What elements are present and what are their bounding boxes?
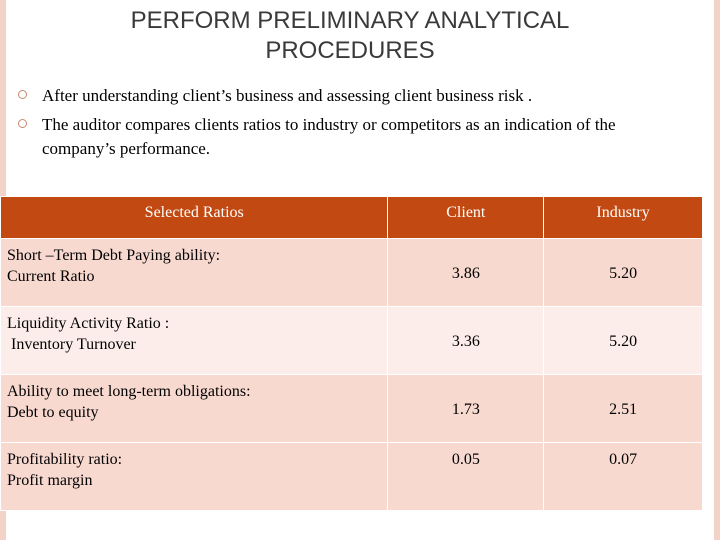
bullet-item: After understanding client’s business an… [14, 84, 654, 108]
ratio-category: Ability to meet long-term obligations: [7, 383, 251, 400]
ratio-name: Inventory Turnover [7, 336, 136, 353]
ratio-category: Liquidity Activity Ratio : [7, 315, 170, 332]
ratio-category: Profitability ratio: [7, 451, 123, 468]
slide-title: PERFORM PRELIMINARY ANALYTICAL PROCEDURE… [130, 7, 570, 64]
industry-value: 5.20 [543, 238, 703, 307]
bullet-text: The auditor compares clients ratios to i… [42, 115, 616, 158]
client-value: 1.73 [387, 374, 545, 443]
table-header-row: Selected Ratios Client Industry [0, 196, 703, 239]
ratio-category: Short –Term Debt Paying ability: [7, 247, 221, 264]
slide-border-right [714, 0, 720, 540]
table-row: Ability to meet long-term obligations: D… [0, 374, 703, 443]
industry-value: 0.07 [543, 442, 703, 511]
client-value: 3.36 [387, 306, 545, 375]
ratio-label-cell: Short –Term Debt Paying ability: Current… [0, 238, 389, 307]
client-value: 3.86 [387, 238, 545, 307]
circle-bullet-icon [18, 119, 27, 128]
client-value: 0.05 [387, 442, 545, 511]
circle-bullet-icon [18, 90, 27, 99]
header-industry: Industry [543, 196, 703, 239]
table-row: Short –Term Debt Paying ability: Current… [0, 238, 703, 307]
ratio-name: Current Ratio [7, 268, 95, 285]
ratios-table: Selected Ratios Client Industry Short –T… [0, 196, 703, 511]
header-client: Client [387, 196, 545, 239]
bullet-list: After understanding client’s business an… [14, 84, 654, 166]
ratio-name: Profit margin [7, 472, 93, 489]
header-selected-ratios: Selected Ratios [0, 196, 389, 239]
bullet-item: The auditor compares clients ratios to i… [14, 113, 654, 161]
ratio-label-cell: Liquidity Activity Ratio : Inventory Tur… [0, 306, 389, 375]
bullet-text: After understanding client’s business an… [42, 86, 533, 105]
table-row: Liquidity Activity Ratio : Inventory Tur… [0, 306, 703, 375]
ratio-name: Debt to equity [7, 404, 99, 421]
ratio-label-cell: Profitability ratio: Profit margin [0, 442, 389, 511]
table-row: Profitability ratio: Profit margin 0.05 … [0, 442, 703, 511]
industry-value: 5.20 [543, 306, 703, 375]
ratio-label-cell: Ability to meet long-term obligations: D… [0, 374, 389, 443]
industry-value: 2.51 [543, 374, 703, 443]
